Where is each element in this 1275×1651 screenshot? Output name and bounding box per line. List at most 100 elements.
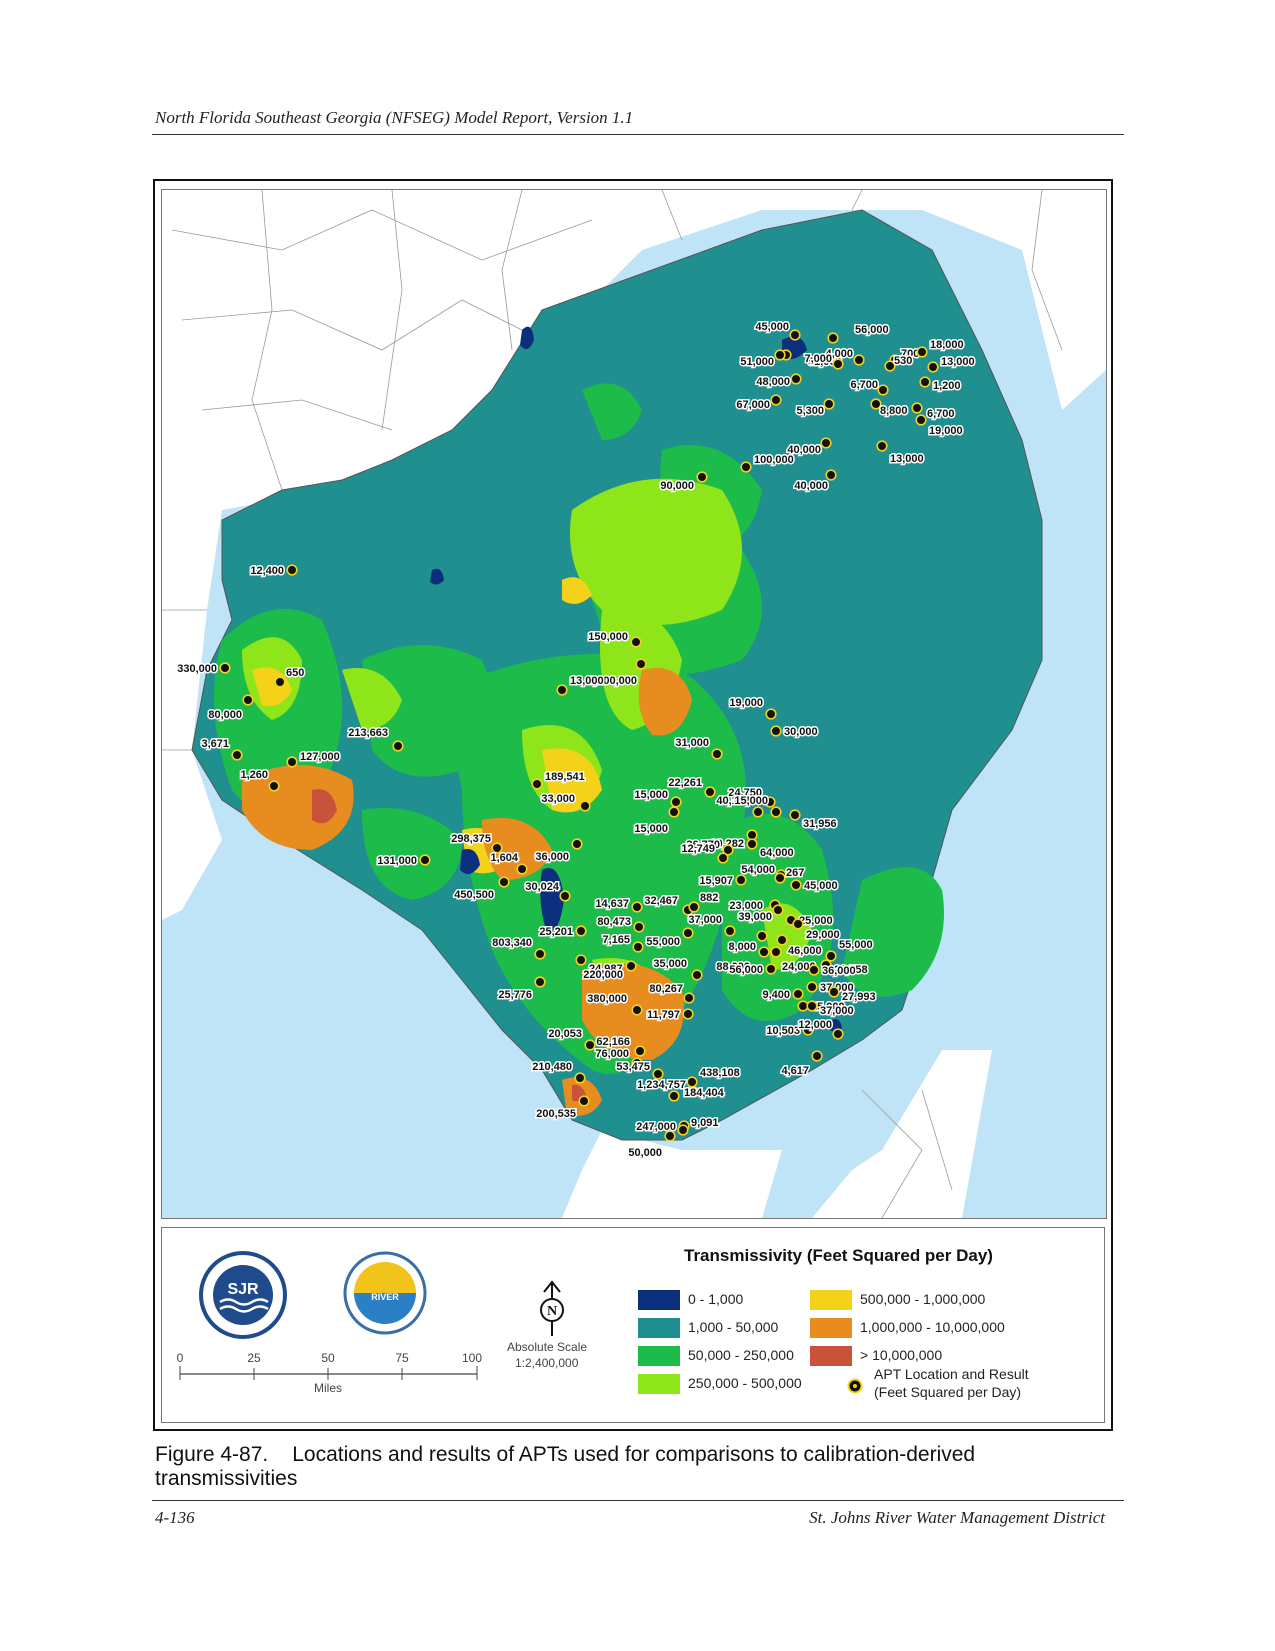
apt-value-label: 1,100,000 — [588, 675, 637, 687]
apt-point: 88,000 — [715, 946, 770, 975]
apt-point: 380,000 — [586, 992, 643, 1016]
legend-label: 1,000 - 50,000 — [688, 1319, 779, 1335]
apt-point: 37,000 — [806, 981, 855, 996]
apt-value-label: 12,749 — [681, 843, 715, 855]
apt-value-label: 50,000 — [628, 1147, 662, 1159]
sjrwmd-logo-text: SJR — [227, 1281, 259, 1298]
apt-marker — [242, 694, 254, 706]
apt-point: 882 — [688, 891, 720, 913]
apt-point: 32,467 — [643, 894, 694, 916]
apt-point: 48,000 — [755, 373, 802, 390]
legend-swatch — [638, 1346, 680, 1366]
apt-value-label: 200,535 — [536, 1108, 576, 1120]
apt-point: 200,535 — [535, 1095, 590, 1122]
apt-marker — [823, 398, 835, 410]
apt-value-label: 1,200 — [933, 380, 961, 392]
apt-point: 56,000 — [728, 963, 777, 978]
apt-marker — [770, 394, 782, 406]
apt-marker — [559, 890, 571, 902]
apt-value-label: 36,770 — [686, 839, 720, 851]
apt-marker — [927, 361, 939, 373]
apt-value-label: 67,000 — [736, 399, 770, 411]
county-lines — [162, 190, 1063, 1218]
apt-marker — [219, 662, 231, 674]
apt-marker — [806, 1000, 818, 1012]
apt-value-label: 62,166 — [596, 1036, 630, 1048]
apt-value-label: 13,000 — [570, 675, 604, 687]
apt-point: 56,000 — [827, 323, 890, 344]
apt-marker — [631, 1057, 643, 1069]
apt-marker — [820, 437, 832, 449]
apt-value-label: 19,000 — [729, 697, 763, 709]
apt-marker — [825, 469, 837, 481]
apt-marker — [677, 1124, 689, 1136]
apt-point: 18,000 — [916, 338, 965, 358]
apt-value-label: 7,000 — [804, 353, 832, 365]
apt-marker — [853, 354, 865, 366]
apt-point: 12,749 — [680, 842, 729, 864]
apt-value-label: 100,000 — [754, 454, 794, 466]
apt-point: 24,000 — [770, 946, 817, 975]
apt-value-label: 64,000 — [760, 847, 794, 859]
apt-point: 25,000 — [785, 914, 834, 929]
apt-marker — [827, 332, 839, 344]
scale-tick-100: 100 — [462, 1351, 482, 1365]
apt-marker — [772, 904, 784, 916]
apt-marker — [776, 934, 788, 946]
apt-value-label: 45,000 — [804, 880, 838, 892]
apt-marker — [770, 806, 782, 818]
apt-point: 40,000 — [786, 437, 832, 458]
apt-marker — [578, 1095, 590, 1107]
apt-point: 55,000 — [645, 927, 694, 950]
apt-point: 11,797 — [645, 1008, 694, 1023]
apt-point: 24,987 — [575, 954, 624, 977]
apt-marker — [735, 874, 747, 886]
scale-ratio: 1:2,400,000 — [515, 1356, 579, 1370]
apt-marker — [792, 988, 804, 1000]
apt-value-label: 4,000 — [825, 348, 853, 360]
apt-point: 438,108 — [686, 1066, 741, 1088]
apt-marker — [682, 1008, 694, 1020]
apt-value-label: 31,000 — [675, 737, 709, 749]
apt-value-label: 15,000 — [634, 789, 668, 801]
apt-point: 12,400 — [249, 564, 298, 579]
apt-value-label: 247,000 — [636, 1121, 676, 1133]
scale-title: Absolute Scale — [507, 1340, 588, 1354]
apt-value-label: 24,987 — [589, 963, 623, 975]
apt-point: 54,000 — [740, 863, 787, 881]
scale-tick-25: 25 — [247, 1351, 261, 1365]
apt-value-label: 15,000 — [734, 795, 768, 807]
apt-value-label: 76,000 — [595, 1048, 629, 1060]
apt-point: 35,000 — [652, 957, 703, 981]
apt-point: 131,000 — [376, 854, 431, 869]
apt-marker — [724, 925, 736, 937]
figure-caption-text: Locations and results of APTs used for c… — [155, 1443, 976, 1490]
apt-point: 36,000 — [808, 964, 857, 979]
apt-point: 189,541 — [531, 770, 586, 790]
apt-point: 127,000 — [286, 750, 341, 768]
scale-tick-50: 50 — [321, 1351, 335, 1365]
apt-point: 33,000 — [540, 792, 591, 812]
srwmd-logo: RIVER — [343, 1251, 427, 1335]
apt-marker — [652, 1068, 664, 1080]
apt-legend-label-line1: APT Location and Result — [874, 1366, 1029, 1382]
apt-marker — [790, 879, 802, 891]
apt-marker — [722, 844, 734, 856]
legend-label: 500,000 - 1,000,000 — [860, 1291, 986, 1307]
apt-marker — [392, 740, 404, 752]
apt-marker — [911, 402, 923, 414]
apt-value-label: 36,000 — [822, 965, 856, 977]
apt-value-label: 700 — [901, 348, 919, 360]
apt-marker — [758, 946, 770, 958]
apt-value-label: 30,024 — [525, 881, 560, 893]
apt-marker — [686, 1076, 698, 1088]
apt-marker — [770, 946, 782, 958]
apt-point: 15,000 — [733, 794, 782, 818]
apt-point: 40,104 — [715, 794, 764, 818]
apt-marker — [802, 1024, 814, 1036]
apt-marker — [534, 976, 546, 988]
apt-value-label: 40,104 — [716, 795, 751, 807]
apt-marker — [770, 725, 782, 737]
apt-symbol-icon — [847, 1378, 863, 1394]
apt-value-label: 80,267 — [649, 983, 683, 995]
